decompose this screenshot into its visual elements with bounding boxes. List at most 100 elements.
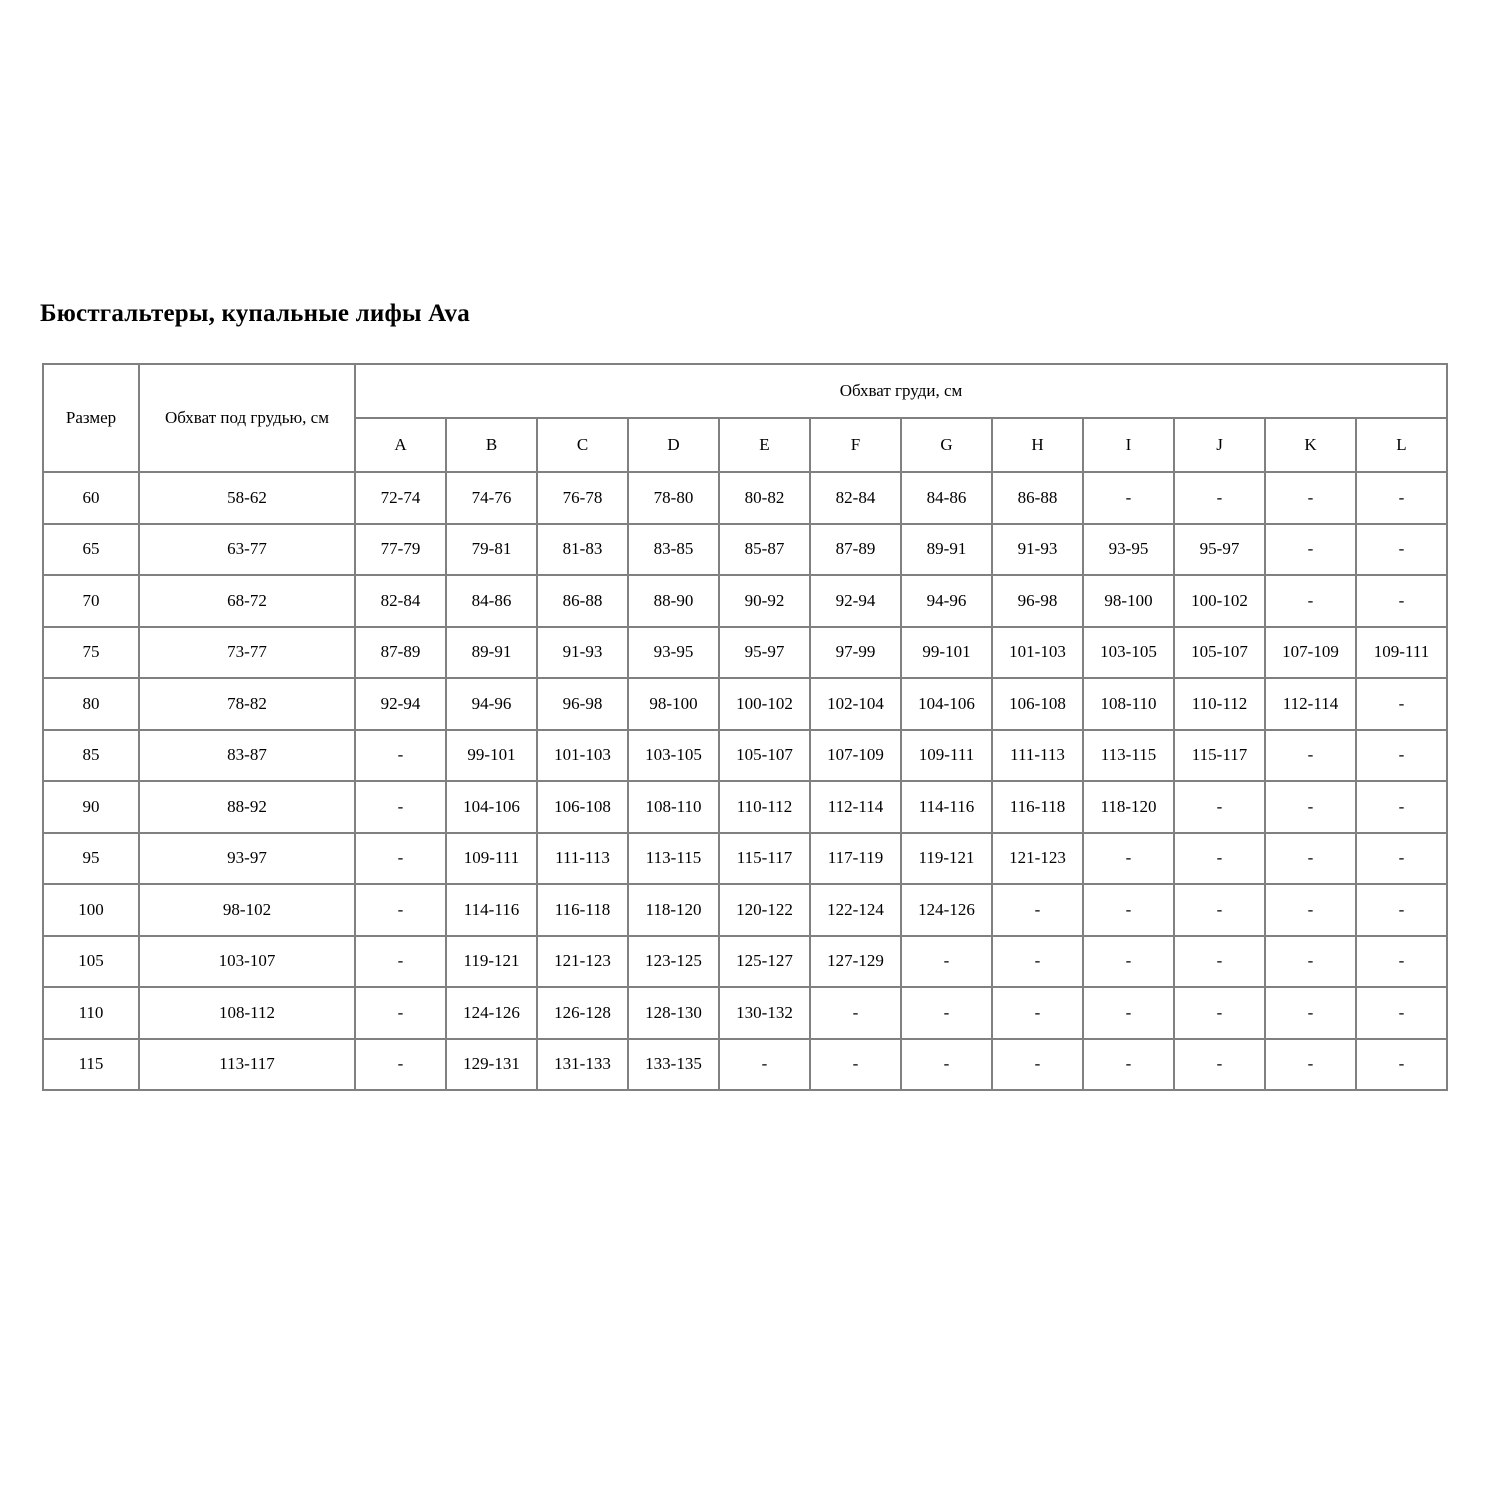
cell-bust-f: 92-94 (809, 574, 902, 628)
cell-bust-d: 83-85 (627, 522, 720, 576)
cell-bust-l: - (1355, 522, 1448, 576)
cell-bust-h: 101-103 (991, 625, 1084, 679)
cell-bust-l: - (1355, 574, 1448, 628)
cell-bust-b: 129-131 (445, 1037, 538, 1091)
cell-underbust: 103-107 (138, 934, 356, 988)
cell-size: 100 (42, 883, 140, 937)
cell-underbust: 78-82 (138, 677, 356, 731)
cell-bust-l: - (1355, 831, 1448, 885)
cell-bust-g: 124-126 (900, 883, 993, 937)
cell-bust-k: - (1264, 522, 1357, 576)
cell-bust-c: 111-113 (536, 831, 629, 885)
header-row-top: Размер Обхват под грудью, см Обхват груд… (42, 363, 1448, 473)
cell-bust-l: - (1355, 986, 1448, 1040)
header-size: Размер (42, 363, 140, 473)
cell-bust-d: 123-125 (627, 934, 720, 988)
cell-bust-l: - (1355, 471, 1448, 525)
cell-bust-a: - (354, 728, 447, 782)
table-row: 115 113-117-129-131 131-133 133-135- - - - - - - - (42, 1037, 1448, 1091)
cell-bust-j: - (1173, 831, 1266, 885)
cell-bust-h: 86-88 (991, 471, 1084, 525)
cell-bust-a: 87-89 (354, 625, 447, 679)
cell-bust-b: 119-121 (445, 934, 538, 988)
cell-bust-c: 101-103 (536, 728, 629, 782)
cell-bust-f: 127-129 (809, 934, 902, 988)
cell-bust-e: 120-122 (718, 883, 811, 937)
cell-bust-j: 105-107 (1173, 625, 1266, 679)
cell-bust-e: - (718, 1037, 811, 1091)
cell-bust-e: 105-107 (718, 728, 811, 782)
cell-bust-d: 98-100 (627, 677, 720, 731)
cell-underbust: 113-117 (138, 1037, 356, 1091)
cell-bust-a: - (354, 934, 447, 988)
table-row: 65 63-77 77-79 79-81 81-83 83-85 85-87 87-89 89-… (42, 522, 1448, 576)
cell-bust-l: - (1355, 728, 1448, 782)
cell-bust-h: 121-123 (991, 831, 1084, 885)
cell-bust-h: 96-98 (991, 574, 1084, 628)
cell-bust-h: - (991, 883, 1084, 937)
cell-bust-b: 74-76 (445, 471, 538, 525)
cell-bust-j: - (1173, 780, 1266, 834)
table-row: 75 73-77 87-89 89-91 91-93 93-95 95-97 97-99 99-… (42, 625, 1448, 679)
cell-bust-d: 113-115 (627, 831, 720, 885)
cell-underbust: 68-72 (138, 574, 356, 628)
cell-bust-b: 104-106 (445, 780, 538, 834)
cell-bust-b: 124-126 (445, 986, 538, 1040)
cell-bust-g: 109-111 (900, 728, 993, 782)
header-cup-f: F (809, 417, 902, 473)
cell-bust-i: 98-100 (1082, 574, 1175, 628)
cell-bust-e: 90-92 (718, 574, 811, 628)
cell-bust-d: 133-135 (627, 1037, 720, 1091)
cell-bust-d: 88-90 (627, 574, 720, 628)
cell-bust-k: - (1264, 986, 1357, 1040)
cell-bust-k: - (1264, 574, 1357, 628)
cell-bust-g: - (900, 1037, 993, 1091)
cell-bust-g: 99-101 (900, 625, 993, 679)
cell-bust-g: 94-96 (900, 574, 993, 628)
cell-bust-b: 99-101 (445, 728, 538, 782)
cell-bust-a: - (354, 883, 447, 937)
cell-bust-a: 77-79 (354, 522, 447, 576)
cell-bust-g: 114-116 (900, 780, 993, 834)
cell-bust-d: 78-80 (627, 471, 720, 525)
cell-bust-a: - (354, 986, 447, 1040)
cell-bust-f: - (809, 1037, 902, 1091)
cell-bust-d: 128-130 (627, 986, 720, 1040)
cell-bust-f: 97-99 (809, 625, 902, 679)
cell-bust-g: 119-121 (900, 831, 993, 885)
cell-bust-h: 111-113 (991, 728, 1084, 782)
header-cup-l: L (1355, 417, 1448, 473)
header-bust-group: Обхват груди, см (354, 363, 1448, 419)
cell-bust-e: 95-97 (718, 625, 811, 679)
cell-bust-f: 87-89 (809, 522, 902, 576)
cell-underbust: 63-77 (138, 522, 356, 576)
cell-bust-j: 115-117 (1173, 728, 1266, 782)
cell-bust-b: 114-116 (445, 883, 538, 937)
cell-bust-l: - (1355, 677, 1448, 731)
cell-bust-b: 94-96 (445, 677, 538, 731)
cell-bust-k: - (1264, 728, 1357, 782)
cell-bust-c: 76-78 (536, 471, 629, 525)
cell-bust-j: 110-112 (1173, 677, 1266, 731)
table-row: 95 93-97-109-111 111-113 113-115 115-117 117-… (42, 831, 1448, 885)
cell-bust-c: 126-128 (536, 986, 629, 1040)
cell-bust-j: - (1173, 471, 1266, 525)
cell-bust-c: 116-118 (536, 883, 629, 937)
cell-bust-i: - (1082, 986, 1175, 1040)
cell-bust-i: 93-95 (1082, 522, 1175, 576)
cell-bust-k: - (1264, 883, 1357, 937)
cell-bust-j: - (1173, 934, 1266, 988)
cell-bust-i: 108-110 (1082, 677, 1175, 731)
page-title: Бюстгальтеры, купальные лифы Ava (40, 300, 470, 327)
cell-underbust: 88-92 (138, 780, 356, 834)
cell-size: 90 (42, 780, 140, 834)
table-row: 70 68-72 82-84 84-86 86-88 88-90 90-92 92-94 94-… (42, 574, 1448, 628)
cell-bust-i: 113-115 (1082, 728, 1175, 782)
header-underbust: Обхват под грудью, см (138, 363, 356, 473)
cell-underbust: 108-112 (138, 986, 356, 1040)
cell-bust-k: - (1264, 471, 1357, 525)
header-cup-a: A (354, 417, 447, 473)
cell-bust-i: - (1082, 934, 1175, 988)
cell-bust-b: 79-81 (445, 522, 538, 576)
